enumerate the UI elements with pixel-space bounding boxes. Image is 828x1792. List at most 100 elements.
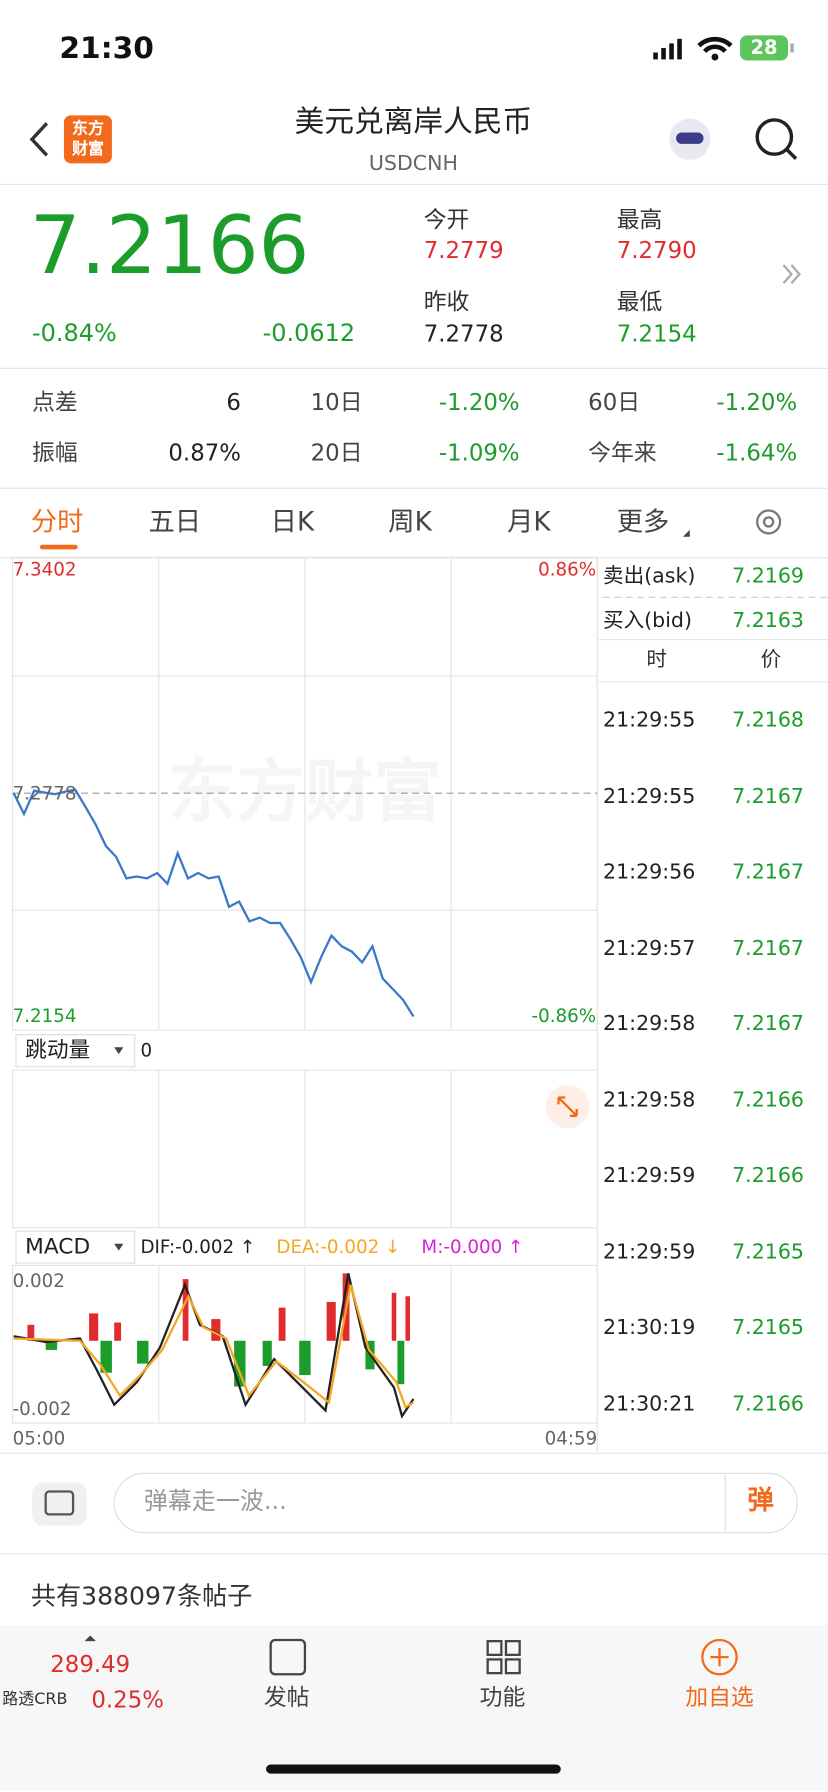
value: 7.2154 bbox=[616, 319, 697, 348]
dea: DEA:-0.002 ↓ bbox=[276, 1235, 401, 1258]
item: 7.2167 bbox=[732, 935, 805, 960]
label: 点差 bbox=[31, 388, 78, 416]
settings-icon[interactable] bbox=[756, 509, 782, 535]
value: 0.87% bbox=[168, 438, 241, 466]
item: 7.2167 bbox=[732, 1011, 805, 1036]
title: 美元兑离岸人民币 bbox=[294, 105, 533, 140]
item[interactable]: 功能 bbox=[479, 1683, 526, 1711]
change-pct: -0.84% bbox=[31, 319, 117, 347]
time-start: 05:00 bbox=[12, 1427, 66, 1450]
item[interactable]: 日K bbox=[270, 507, 315, 538]
label: 20日 bbox=[310, 438, 363, 466]
item: 21:30:21 bbox=[603, 1391, 696, 1416]
label: 今年来 bbox=[588, 438, 657, 466]
bid-label: 买入(bid) bbox=[603, 608, 692, 633]
label: 最低 bbox=[616, 287, 663, 316]
item: 21:29:57 bbox=[603, 935, 696, 960]
item: 7.2165 bbox=[732, 1239, 805, 1264]
comment-input[interactable] bbox=[113, 1472, 798, 1534]
add-icon[interactable] bbox=[701, 1638, 738, 1676]
change: -0.0612 bbox=[262, 319, 356, 347]
item: 7.2166 bbox=[732, 1163, 805, 1188]
item: 7.2166 bbox=[732, 1391, 805, 1416]
value: 7.2779 bbox=[423, 236, 504, 264]
search-icon[interactable] bbox=[755, 118, 794, 156]
item: 21:29:55 bbox=[603, 708, 696, 733]
label: 振幅 bbox=[31, 438, 78, 466]
item[interactable]: 分时 bbox=[30, 507, 84, 538]
price-line bbox=[12, 788, 415, 1018]
item[interactable]: 更多 bbox=[616, 507, 670, 538]
ask-label: 卖出(ask) bbox=[603, 564, 696, 589]
index-value: 289.49 bbox=[50, 1650, 131, 1678]
battery: 28 bbox=[750, 37, 778, 60]
item: 财富 bbox=[71, 140, 104, 159]
index-name: 路透CRB bbox=[2, 1690, 68, 1709]
item: 21:29:55 bbox=[603, 784, 696, 809]
item: 7.2165 bbox=[732, 1315, 805, 1340]
logo bbox=[63, 115, 112, 164]
value: 6 bbox=[226, 388, 241, 416]
item[interactable]: 周K bbox=[388, 507, 432, 538]
button: 弹 bbox=[747, 1486, 774, 1517]
item: 7.2166 bbox=[732, 1087, 805, 1112]
time: 21:30 bbox=[59, 31, 154, 67]
bottom-pct: -0.86% bbox=[531, 1005, 597, 1027]
posts: 共有388097条帖子 bbox=[30, 1582, 253, 1612]
value: 7.2778 bbox=[423, 319, 504, 348]
label: 最高 bbox=[616, 205, 663, 233]
item: 21:29:59 bbox=[603, 1163, 696, 1188]
label: 今开 bbox=[423, 205, 470, 233]
item[interactable]: 加自选 bbox=[685, 1683, 754, 1711]
value: -1.64% bbox=[716, 438, 798, 466]
item: 东方 bbox=[71, 119, 104, 139]
macd-select[interactable] bbox=[15, 1230, 136, 1264]
label: 昨收 bbox=[423, 287, 470, 316]
top-pct: 0.86% bbox=[538, 558, 597, 581]
item: 7.2168 bbox=[732, 708, 805, 733]
item: 21:30:19 bbox=[603, 1315, 696, 1340]
label: 60日 bbox=[588, 388, 641, 416]
col-price: 价 bbox=[760, 647, 782, 672]
index-pct: 0.25% bbox=[91, 1685, 164, 1714]
function-icon[interactable] bbox=[486, 1640, 521, 1675]
label: 10日 bbox=[310, 388, 363, 416]
value: -1.09% bbox=[438, 438, 520, 466]
ask: 7.2169 bbox=[732, 564, 805, 589]
item[interactable]: 月K bbox=[507, 507, 551, 538]
comment-icon[interactable] bbox=[31, 1482, 87, 1526]
bottom: 7.2154 bbox=[12, 1005, 77, 1027]
price: 7.2166 bbox=[29, 198, 310, 293]
volume-select[interactable] bbox=[15, 1034, 136, 1068]
time-end: 04:59 bbox=[544, 1427, 598, 1450]
item: 7.2167 bbox=[732, 784, 805, 809]
value: -1.20% bbox=[716, 388, 798, 416]
item[interactable]: 五日 bbox=[148, 507, 202, 538]
post-icon[interactable] bbox=[269, 1638, 307, 1676]
item: 21:29:56 bbox=[603, 859, 696, 884]
item: 7.2167 bbox=[732, 859, 805, 884]
volume-value: 0 bbox=[140, 1039, 153, 1061]
value: 7.2790 bbox=[616, 236, 697, 264]
col-time: 时 bbox=[646, 647, 667, 672]
top: 7.3402 bbox=[12, 558, 77, 581]
bid: 7.2163 bbox=[732, 608, 805, 633]
volume-label: 跳动量 bbox=[25, 1037, 91, 1063]
bottom: -0.002 bbox=[12, 1397, 72, 1420]
item[interactable]: 发帖 bbox=[263, 1683, 310, 1711]
m: M:-0.000 ↑ bbox=[421, 1235, 524, 1258]
value: -1.20% bbox=[438, 388, 520, 416]
item: 21:29:58 bbox=[603, 1011, 696, 1036]
label: MACD bbox=[25, 1234, 91, 1260]
macd-plot bbox=[13, 1273, 415, 1419]
placeholder: 弹幕走一波... bbox=[143, 1487, 287, 1515]
prev-close: 7.2778 bbox=[12, 781, 77, 804]
dif: DIF:-0.002 ↑ bbox=[140, 1235, 256, 1258]
item: 21:29:58 bbox=[603, 1087, 696, 1112]
back-icon[interactable] bbox=[29, 122, 49, 157]
item: 21:29:59 bbox=[603, 1239, 696, 1264]
